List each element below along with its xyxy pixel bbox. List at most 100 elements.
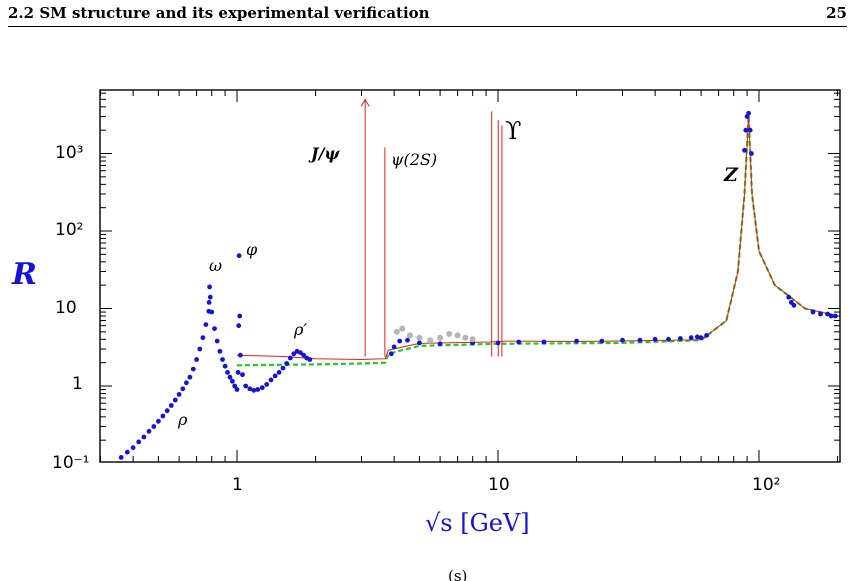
omega-label: ω (209, 256, 222, 275)
running-header: 2.2 SM structure and its experimental ve… (8, 2, 847, 24)
y-axis-label: R (11, 257, 37, 292)
data-point (220, 357, 225, 362)
data-point (243, 383, 249, 389)
data-point (678, 336, 683, 341)
data-point (399, 325, 406, 332)
data-point (124, 449, 130, 455)
data-point (307, 357, 313, 362)
body-text-fragment: (s) (8, 566, 847, 581)
plot-frame (99, 89, 841, 463)
data-point (694, 334, 700, 340)
data-point (240, 372, 245, 378)
rho-label: ρ (177, 410, 188, 429)
data-point (280, 365, 286, 371)
data-point (746, 110, 751, 116)
data-point (156, 418, 161, 424)
data-point (437, 334, 444, 341)
data-point (427, 337, 434, 344)
data-point (391, 344, 397, 350)
header-rule (8, 26, 847, 27)
data-point (688, 335, 694, 341)
data-point (818, 311, 823, 317)
data-point (251, 387, 257, 393)
data-point (203, 322, 209, 327)
data-point (230, 378, 235, 384)
data-point (272, 373, 278, 379)
x-tick-label: 1 (232, 475, 243, 495)
data-point (164, 408, 170, 414)
data-points (118, 110, 838, 460)
data-point (232, 383, 238, 389)
x-tick-label: 10² (752, 475, 780, 495)
y-tick-label: 10² (55, 220, 83, 240)
data-point (541, 339, 547, 345)
data-point (238, 352, 243, 358)
data-point (206, 300, 212, 305)
data-point (172, 397, 178, 403)
data-point (200, 335, 206, 341)
data-point (437, 341, 443, 347)
data-point (284, 361, 290, 366)
data-point (168, 403, 174, 408)
data-point (743, 127, 749, 133)
data-point (747, 127, 753, 133)
data-point (214, 338, 220, 344)
page-number: 25 (826, 4, 847, 22)
data-point (416, 334, 423, 341)
data-point (184, 380, 189, 386)
data-point (194, 357, 200, 362)
section-title: 2.2 SM structure and its experimental ve… (8, 4, 430, 22)
data-point (469, 336, 476, 343)
data-point (599, 338, 605, 344)
data-point (180, 386, 186, 392)
data-point (160, 413, 166, 419)
y-tick-labels: 10⁻¹ 1 10 10² 10³ (52, 143, 89, 473)
data-point (516, 339, 522, 345)
data-point (259, 385, 265, 391)
y-tick-label: 10⁻¹ (52, 453, 89, 473)
data-point (141, 434, 147, 440)
data-point (207, 294, 213, 300)
data-point (828, 313, 834, 319)
data-point (190, 366, 196, 372)
resonance-labels: ρ ω φ ρ′ J/ψ ψ(2S) ϒ Z (177, 117, 739, 429)
data-point (405, 337, 410, 343)
data-point (225, 370, 230, 375)
data-point (234, 387, 240, 392)
footer-fragment: (s) (448, 567, 468, 581)
data-point (291, 351, 297, 357)
data-point (146, 428, 152, 434)
data-point (287, 355, 293, 361)
data-point (197, 346, 203, 352)
data-point (832, 313, 838, 319)
data-point (652, 336, 658, 342)
data-point (810, 309, 816, 315)
data-point (209, 309, 215, 315)
data-point (397, 338, 403, 344)
data-point (698, 335, 704, 341)
upsilon-label: ϒ (505, 117, 521, 145)
data-point (620, 337, 625, 343)
data-point (462, 334, 469, 341)
data-point (276, 370, 282, 375)
data-point (786, 294, 792, 300)
data-point (237, 313, 243, 319)
y-tick-label: 1 (72, 374, 83, 394)
x-tick-labels: 1 10 10² (232, 475, 780, 495)
data-point (298, 350, 303, 355)
data-point (212, 326, 217, 331)
data-point (187, 374, 193, 380)
data-point (207, 284, 213, 290)
data-point (176, 392, 182, 397)
data-point (393, 328, 400, 335)
data-point (825, 311, 830, 317)
data-point (742, 147, 747, 153)
data-point (407, 332, 413, 339)
data-point (236, 253, 242, 259)
data-point (749, 151, 754, 156)
data-point (574, 338, 579, 344)
data-point (446, 330, 453, 337)
data-point (388, 351, 394, 357)
data-point (130, 445, 136, 451)
resonance-spikes (360, 98, 503, 357)
